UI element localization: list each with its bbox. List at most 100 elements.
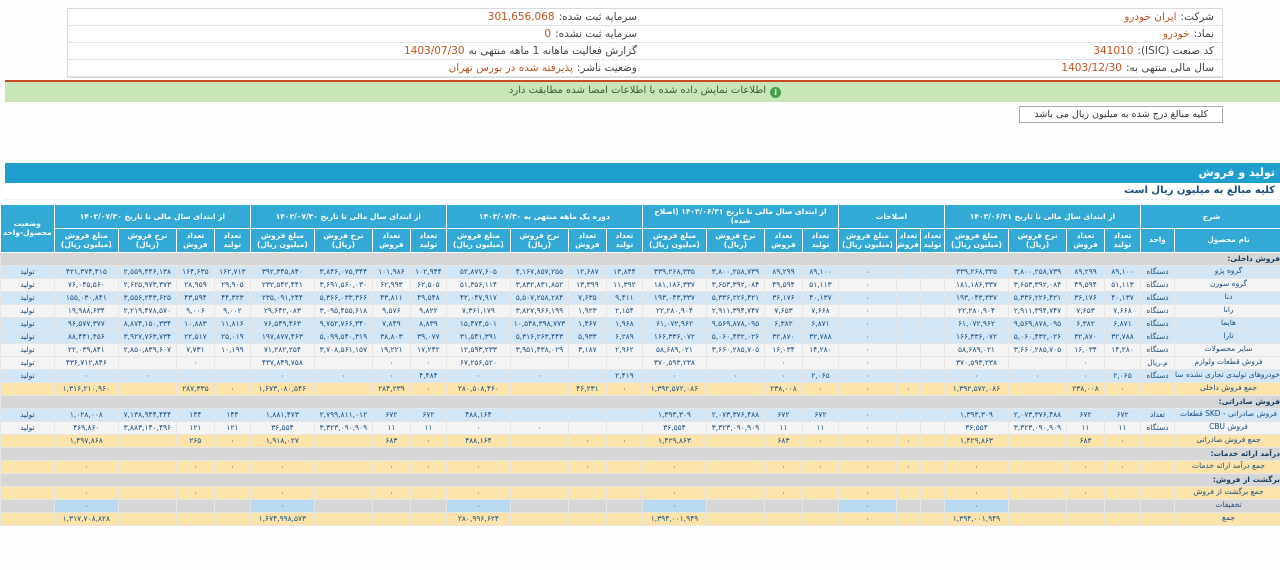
value-cell: ۷,۳۶۱,۱۷۹ <box>441 304 505 317</box>
value-cell <box>1003 460 1061 473</box>
product-name: فروش قطعات ولوازم <box>1170 356 1278 369</box>
value-cell: ۰ <box>833 330 891 343</box>
product-name: تخفیفات <box>1170 499 1278 512</box>
product-name: تارا <box>1170 330 1278 343</box>
product-name: خودروهای تولیدی تجاری نشده سایتها <box>1170 369 1278 382</box>
value-cell <box>701 382 759 395</box>
value-cell: ۵,۰۶۰,۴۳۲,۰۲۶ <box>1003 330 1061 343</box>
unit-cell <box>1135 460 1169 473</box>
column-header: تعداد فروش <box>1061 228 1099 252</box>
value-cell: ۲۲,۲۸۰,۹۰۴ <box>637 304 701 317</box>
value-cell <box>601 499 637 512</box>
value-cell: ۷۶,۰۴۵,۵۶۰ <box>49 278 113 291</box>
value-cell: ۱,۳۹۲,۵۷۲,۰۸۶ <box>939 382 1003 395</box>
info-value: ایران خودرو <box>1119 11 1171 23</box>
value-cell: ۰ <box>759 369 797 382</box>
product-name: هایما <box>1170 317 1278 330</box>
value-cell <box>309 486 367 499</box>
value-cell: ۰ <box>49 486 113 499</box>
value-cell <box>113 499 171 512</box>
value-cell: ۶۸۳ <box>1061 434 1099 447</box>
value-cell: ۳۲,۷۸۸ <box>797 330 833 343</box>
info-value: خودرو <box>1158 28 1185 40</box>
value-cell: ۹,۸۲۲ <box>405 304 441 317</box>
value-cell <box>891 486 915 499</box>
value-cell: ۰ <box>891 434 915 447</box>
value-cell: ۰ <box>245 486 309 499</box>
value-cell: ۰ <box>245 460 309 473</box>
unit-cell: دستگاه <box>1135 278 1169 291</box>
column-header: تعداد تولید <box>797 228 833 252</box>
value-cell <box>1003 486 1061 499</box>
value-cell: ۱۸۱,۱۸۶,۳۳۷ <box>939 278 1003 291</box>
value-cell: ۲,۶۲۵,۹۷۳,۳۷۳ <box>113 278 171 291</box>
value-cell <box>113 460 171 473</box>
value-cell <box>891 421 915 434</box>
status-cell: تولید <box>0 330 49 343</box>
value-cell: ۰ <box>209 434 245 447</box>
value-cell: ۱,۴۲۹,۸۶۳ <box>637 434 701 447</box>
value-cell: ۵,۳۳۶,۲۲۶,۴۲۱ <box>1003 291 1061 304</box>
value-cell: ۳,۳۲۳,۰۹۰,۹۰۹ <box>309 421 367 434</box>
value-cell: ۰ <box>405 382 441 395</box>
value-cell: ۳۸,۸۰۳ <box>367 330 405 343</box>
product-name: سایر محصولات <box>1170 343 1278 356</box>
value-cell: ۶۸۳ <box>367 434 405 447</box>
value-cell <box>505 356 563 369</box>
value-cell: ۱۰,۱۹۹ <box>209 343 245 356</box>
value-cell: ۳,۰۹۵,۴۵۵,۶۱۸ <box>309 304 367 317</box>
total-row: جمع فروش صادراتی ۰ ۶۸۳ ۱,۴۲۹,۸۶۳ ۰ ۰ ۰ ۶۸۳ ۱,۴۲۹… <box>0 434 1278 447</box>
value-cell: ۰ <box>637 460 701 473</box>
value-cell: ۱۲۱ <box>171 421 209 434</box>
value-cell <box>563 499 601 512</box>
value-cell: ۳,۸۰۰,۲۵۸,۷۳۹ <box>701 265 759 278</box>
value-cell: ۰ <box>113 369 171 382</box>
value-cell: ۰ <box>833 486 891 499</box>
value-cell: ۶۷۲ <box>405 408 441 421</box>
value-cell: ۰ <box>1003 369 1061 382</box>
value-cell: ۳۹۲,۳۴۵,۸۴۰ <box>245 265 309 278</box>
value-cell: ۸۹,۲۹۹ <box>759 265 797 278</box>
column-group-header: از ابتدای سال مالی تا تاریخ ۱۴۰۳/۰۶/۳۱ (… <box>637 205 833 229</box>
value-cell: ۰ <box>833 434 891 447</box>
product-name: جمع فروش داخلی <box>1170 382 1278 395</box>
value-cell: ۳,۵۵۶,۲۴۳,۶۲۵ <box>113 291 171 304</box>
value-cell: ۴۲۱,۳۷۴,۴۱۵ <box>49 265 113 278</box>
value-cell: ۰ <box>939 486 1003 499</box>
value-cell: ۰ <box>833 512 891 525</box>
value-cell <box>1003 382 1061 395</box>
value-cell: ۹,۴۱۱ <box>601 291 637 304</box>
value-cell <box>563 421 601 434</box>
value-cell: ۴,۴۸۴ <box>405 369 441 382</box>
section-subtitle-unit: کلیه مبالغ به میلیون ریال است <box>0 183 1280 200</box>
value-cell: ۵,۵۰۷,۲۵۸,۲۸۴ <box>505 291 563 304</box>
info-field: سرمایه ثبت شده: 301,656,068 <box>63 9 640 26</box>
unit-cell: دستگاه <box>1135 291 1169 304</box>
notice-text: اطلاعات نمایش داده شده با اطلاعات امضا ش… <box>504 85 761 96</box>
value-cell: ۴۳,۸۱۱ <box>367 291 405 304</box>
value-cell: ۶,۸۷۱ <box>797 317 833 330</box>
value-cell: ۶۲,۵۰۵ <box>405 278 441 291</box>
total-row: جمع ۱,۳۹۴,۰۰۱,۹۴۹ ۰ ۱,۳۹۴,۰۰۱,۹۴۹ ۲۸۰,۹۹۶,۶۲… <box>0 512 1278 525</box>
value-cell: ۲۸۴,۲۳۹ <box>367 382 405 395</box>
unit-cell <box>1135 512 1169 525</box>
value-cell: ۲۶۵ <box>171 434 209 447</box>
value-cell <box>505 460 563 473</box>
value-cell: ۱۲۱ <box>209 421 245 434</box>
value-cell: ۱۶,۰۳۴ <box>759 343 797 356</box>
value-cell: ۴۸۸,۱۶۴ <box>441 434 505 447</box>
value-cell <box>701 460 759 473</box>
value-cell <box>601 408 637 421</box>
value-cell: ۹,۵۶۹,۸۷۸,۰۹۵ <box>1003 317 1061 330</box>
product-row: رانا دستگاه ۷,۶۶۸ ۷,۶۵۳ ۲,۹۱۱,۳۹۴,۷۴۷ ۲۲,۲۸۰,… <box>0 304 1278 317</box>
product-row: سایر محصولات دستگاه ۱۴,۲۸۰ ۱۶,۰۳۴ ۳,۶۶۰,۲۸۵,… <box>0 343 1278 356</box>
value-cell <box>405 512 441 525</box>
value-cell: ۴۰,۱۳۷ <box>1099 291 1135 304</box>
value-cell: ۳,۶۵۳,۳۹۲,۰۸۴ <box>701 278 759 291</box>
column-header: تعداد فروش <box>367 228 405 252</box>
value-cell: ۰ <box>797 382 833 395</box>
value-cell: ۴۳,۵۹۴ <box>171 291 209 304</box>
value-cell <box>505 512 563 525</box>
value-cell: ۰ <box>367 369 405 382</box>
value-cell <box>915 343 939 356</box>
